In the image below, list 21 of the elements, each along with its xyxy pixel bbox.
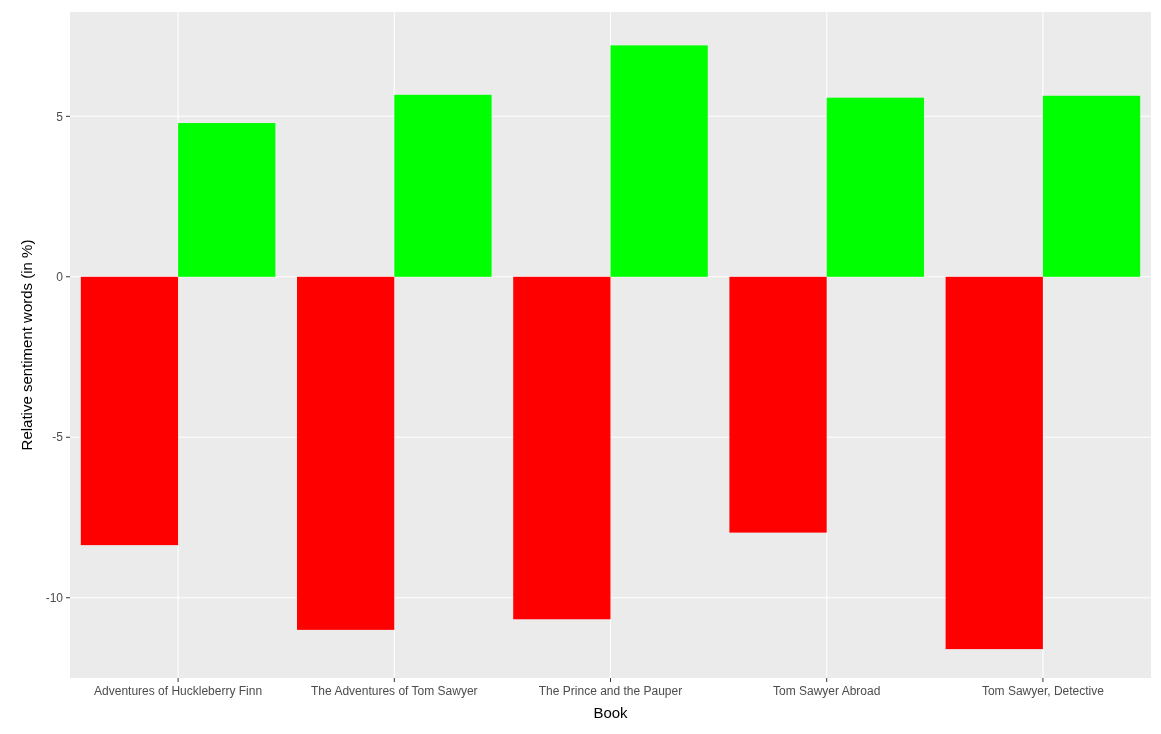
x-tick-label: Tom Sawyer, Detective [981, 684, 1105, 698]
bar [826, 97, 924, 277]
bar [729, 276, 827, 533]
x-tick-label: Tom Sawyer Abroad [773, 684, 881, 698]
bar [1042, 95, 1141, 277]
x-tick-label: The Adventures of Tom Sawyer [311, 684, 478, 698]
y-tick-label: 0 [56, 270, 64, 284]
bar [513, 276, 611, 620]
y-axis-title: Relative sentiment words (in %) [18, 239, 35, 451]
bar [297, 276, 395, 630]
bar [178, 123, 276, 277]
x-axis-title: Book [593, 704, 629, 721]
x-tick-label: Adventures of Huckleberry Finn [94, 684, 263, 698]
y-tick-label: -5 [52, 430, 64, 445]
bar [80, 276, 179, 546]
bar [945, 276, 1043, 650]
y-tick-label: 5 [56, 109, 64, 124]
bar [610, 45, 708, 277]
x-tick-label: The Prince and the Pauper [538, 684, 683, 698]
y-tick-label: -10 [45, 590, 64, 605]
bar [394, 94, 492, 277]
